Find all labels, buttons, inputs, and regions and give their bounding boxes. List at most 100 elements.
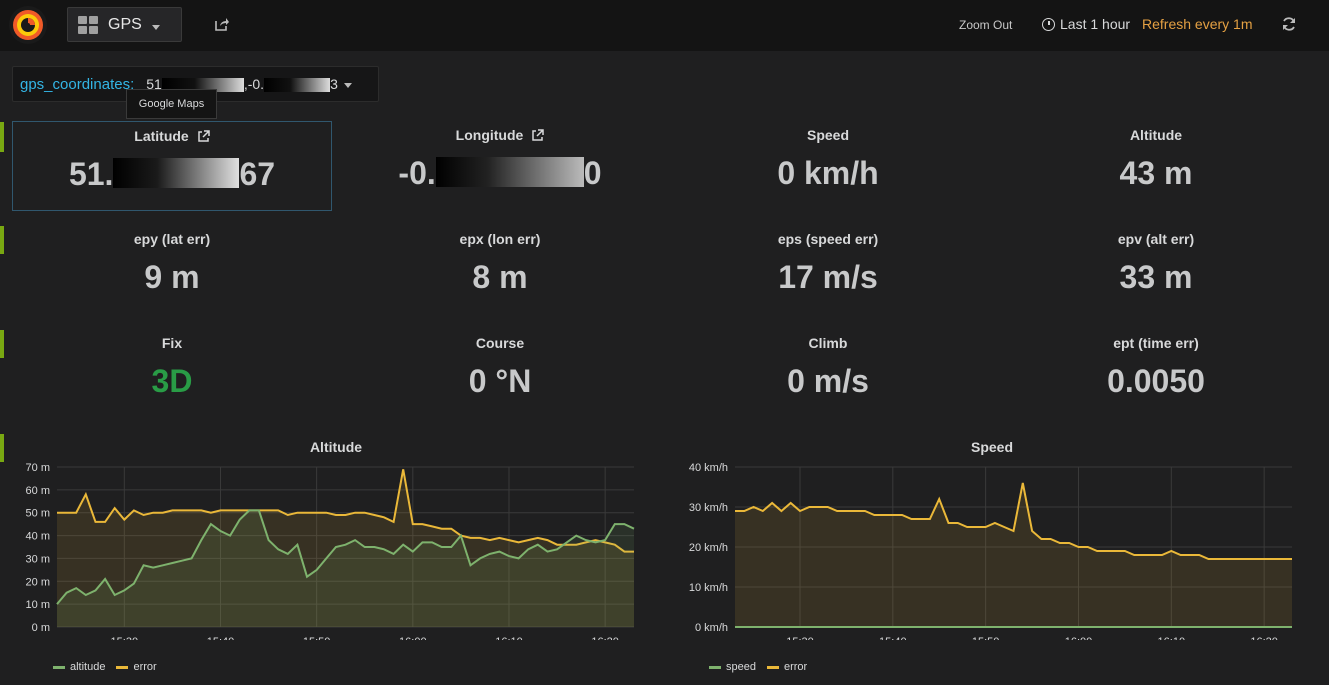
x-tick-label: 15:40 — [207, 636, 235, 640]
y-tick-label: 70 m — [26, 462, 50, 474]
legend-swatch — [53, 665, 65, 669]
stat-value: 0.0050 — [1107, 363, 1205, 399]
y-tick-label: 30 m — [26, 553, 50, 565]
x-tick-label: 15:50 — [303, 636, 331, 640]
row-marker — [0, 122, 4, 152]
dashboard-grid-icon — [78, 15, 98, 34]
stat-title: Fix — [161, 335, 183, 351]
variable-value[interactable]: 51 ,-0. 3 — [146, 75, 338, 93]
stat-value: 3D — [151, 363, 193, 399]
graph-title-altitude: Altitude — [309, 439, 363, 455]
share-icon[interactable] — [214, 16, 230, 32]
stat-value: 33 m — [1119, 259, 1193, 295]
stat-value: 51. 67 — [13, 156, 331, 193]
redacted-block — [264, 78, 331, 93]
x-tick-label: 15:30 — [111, 636, 139, 640]
stat-panel-epy[interactable]: epy (lat err) 9 m — [12, 225, 332, 315]
legend-swatch — [116, 665, 129, 669]
speed-graph[interactable]: 0 km/h 10 km/h 20 km/h 30 km/h 40 km/h 15:30 1… — [660, 455, 1329, 640]
legend-label: speed — [726, 661, 756, 673]
series-line-error — [735, 482, 1292, 560]
stat-title: Longitude — [455, 127, 524, 143]
stat-panel-speed[interactable]: Speed 0 km/h — [668, 121, 988, 211]
x-tick-label: 15:40 — [879, 636, 907, 640]
y-tick-label: 20 m — [26, 576, 50, 588]
x-tick-label: 16:20 — [1250, 636, 1278, 640]
stat-title: Course — [475, 335, 525, 351]
legend-label: error — [133, 661, 157, 673]
zoom-out-button[interactable]: Zoom Out — [959, 18, 1013, 32]
stat-value: 8 m — [472, 259, 528, 295]
stat-value: 17 m/s — [778, 259, 878, 295]
stat-panel-fix[interactable]: Fix 3D — [12, 329, 332, 419]
stat-panel-latitude[interactable]: Latitude 51. 67 — [12, 121, 332, 211]
legend-swatch — [709, 665, 721, 669]
top-navbar: GPS Zoom Out Last 1 hour Refresh every 1… — [0, 0, 1329, 51]
variable-label: gps_coordinates: — [20, 75, 135, 93]
x-tick-label: 16:00 — [399, 636, 427, 640]
stat-title: epx (lon err) — [459, 231, 541, 247]
grafana-logo-icon[interactable] — [8, 5, 48, 45]
external-link-icon[interactable] — [531, 128, 545, 142]
stat-panel-course[interactable]: Course 0 °N — [340, 329, 660, 419]
stat-value: -0. 0 — [340, 155, 660, 192]
y-tick-label: 10 km/h — [689, 582, 728, 594]
legend-altitude[interactable]: altitude error — [53, 661, 157, 673]
stat-panel-climb[interactable]: Climb 0 m/s — [668, 329, 988, 419]
stat-value-suffix: 67 — [239, 156, 276, 192]
y-tick-label: 0 m — [32, 622, 50, 634]
series-line-error — [57, 469, 634, 553]
legend-swatch — [766, 665, 779, 669]
row-marker — [0, 226, 4, 254]
stat-value-suffix: 0 — [583, 155, 602, 191]
stat-value-prefix: 51. — [68, 156, 114, 192]
stat-value: 43 m — [1119, 155, 1193, 191]
y-tick-label: 0 km/h — [695, 622, 728, 634]
stat-title: epy (lat err) — [133, 231, 211, 247]
refresh-interval-label[interactable]: Refresh every 1m — [1142, 16, 1253, 32]
stat-panel-epx[interactable]: epx (lon err) 8 m — [340, 225, 660, 315]
stat-title: epv (alt err) — [1117, 231, 1195, 247]
x-tick-label: 16:20 — [591, 636, 619, 640]
refresh-icon[interactable] — [1281, 16, 1297, 32]
row-marker — [0, 434, 4, 462]
stat-title: Altitude — [1129, 127, 1183, 143]
stat-panel-ept[interactable]: ept (time err) 0.0050 — [996, 329, 1316, 419]
stat-panel-longitude[interactable]: Longitude -0. 0 — [340, 121, 660, 211]
series-line-altitude — [56, 509, 635, 605]
time-range-picker[interactable]: Last 1 hour — [1042, 16, 1130, 32]
stat-panel-epv[interactable]: epv (alt err) 33 m — [996, 225, 1316, 315]
redacted-block — [161, 78, 244, 93]
x-tick-label: 16:10 — [1158, 636, 1186, 640]
y-tick-label: 30 km/h — [689, 502, 728, 514]
y-tick-label: 40 m — [26, 531, 50, 543]
legend-label: altitude — [70, 661, 106, 673]
legend-speed[interactable]: speed error — [709, 661, 807, 673]
google-maps-tooltip: Google Maps — [126, 89, 217, 119]
external-link-icon[interactable] — [197, 129, 210, 143]
legend-label: error — [783, 661, 808, 673]
y-tick-label: 20 km/h — [689, 542, 728, 554]
x-tick-label: 16:10 — [495, 636, 523, 640]
clock-icon — [1042, 17, 1055, 31]
dashboard-title: GPS — [108, 15, 142, 33]
chevron-down-icon — [151, 25, 160, 30]
redacted-block — [113, 158, 240, 188]
stat-panel-eps[interactable]: eps (speed err) 17 m/s — [668, 225, 988, 315]
series-area-error — [57, 469, 634, 627]
stat-value: 9 m — [144, 259, 200, 295]
y-tick-label: 50 m — [26, 508, 50, 520]
stat-title: eps (speed err) — [777, 231, 879, 247]
stat-panel-altitude[interactable]: Altitude 43 m — [996, 121, 1316, 211]
redacted-block — [435, 157, 584, 187]
stat-value: 0 °N — [468, 363, 532, 399]
stat-title: Speed — [806, 127, 849, 143]
stat-value: 0 m/s — [787, 363, 869, 399]
y-tick-label: 60 m — [26, 485, 50, 497]
stat-value: 0 km/h — [777, 155, 879, 191]
y-tick-label: 40 km/h — [689, 462, 728, 474]
altitude-graph[interactable]: 0 m 10 m 20 m 30 m 40 m 50 m 60 m 70 m 15:30 15:4… — [0, 455, 660, 640]
series-area-altitude — [57, 510, 634, 627]
dashboard-picker-button[interactable]: GPS — [67, 7, 182, 42]
variable-value-mid: ,-0. — [243, 75, 265, 92]
